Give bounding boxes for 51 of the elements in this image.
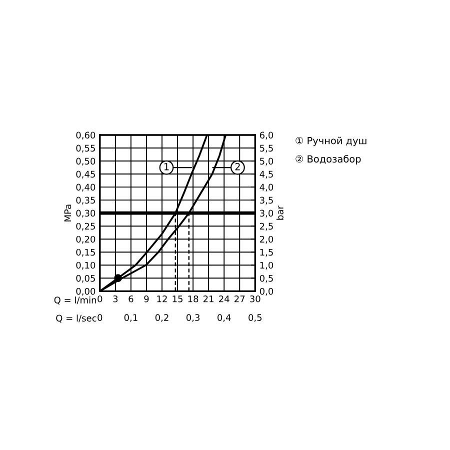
y2-tick-label: 4,5: [260, 170, 273, 179]
x-tick-label: 15: [172, 296, 182, 302]
x-tick-label: 24: [219, 295, 230, 302]
y-tick-label: 0,25: [76, 222, 95, 231]
y2-tick-label: 0,0: [260, 288, 274, 296]
x-axis-title: Q = l/min: [54, 296, 96, 304]
x-tick-label: 0: [98, 295, 102, 302]
y2-tick-label: 3,0: [260, 210, 274, 218]
y2-tick-label: 2,0: [260, 236, 274, 244]
y-tick-label: 0,40: [76, 184, 96, 192]
text: ② Водозабор: [296, 154, 361, 164]
y2-tick-label: 5,0: [260, 158, 274, 166]
x2-tick-label: 0,2: [155, 314, 168, 322]
x2-tick-label: 0,4: [218, 314, 231, 322]
x-tick-label: 27: [234, 295, 245, 302]
annotation: 2: [235, 163, 240, 170]
x-tick-label: 6: [128, 295, 134, 302]
y2-tick-label: 0,5: [260, 274, 273, 283]
y-tick-label: 0,10: [76, 262, 96, 270]
x-tick-label: 18: [188, 295, 198, 302]
y2-tick-label: 6,0: [260, 132, 274, 140]
x2-tick-label: 0: [98, 314, 102, 321]
x-tick-label: 3: [113, 295, 118, 302]
y2-tick-label: 1,0: [260, 262, 274, 270]
text: ① Ручной душ: [296, 136, 366, 146]
y-tick-label: 0,05: [76, 274, 95, 283]
x-tick-label: 12: [157, 295, 167, 302]
y2-axis-title: bar: [276, 206, 284, 220]
x-tick-label: 30: [250, 295, 260, 302]
y-tick-label: 0,35: [76, 196, 95, 205]
x2-axis-title: Q = l/sec: [56, 314, 96, 323]
y-tick-label: 0,20: [76, 236, 96, 244]
x2-tick-label: 0,3: [186, 314, 200, 322]
y-tick-label: 0,30: [76, 210, 96, 218]
y2-tick-label: 3,5: [260, 196, 273, 205]
y2-tick-label: 1,5: [260, 248, 273, 257]
y-tick-label: 0,15: [76, 248, 95, 257]
y-tick-label: 0,55: [76, 144, 95, 152]
x-tick-label: 9: [144, 295, 149, 302]
annotation: 1: [164, 163, 169, 170]
x2-tick-label: 0,1: [124, 314, 138, 322]
y2-tick-label: 2,5: [260, 222, 273, 231]
y2-tick-label: 5,5: [260, 144, 273, 152]
y-tick-label: 0,00: [76, 288, 96, 296]
y2-tick-label: 4,0: [260, 184, 274, 192]
y-tick-label: 0,45: [76, 170, 95, 179]
x-tick-label: 21: [203, 295, 214, 302]
y-tick-label: 0,60: [76, 132, 96, 140]
y-tick-label: 0,50: [76, 158, 96, 166]
y-axis-title: MPa: [64, 204, 72, 222]
x2-tick-label: 0,5: [248, 314, 262, 322]
